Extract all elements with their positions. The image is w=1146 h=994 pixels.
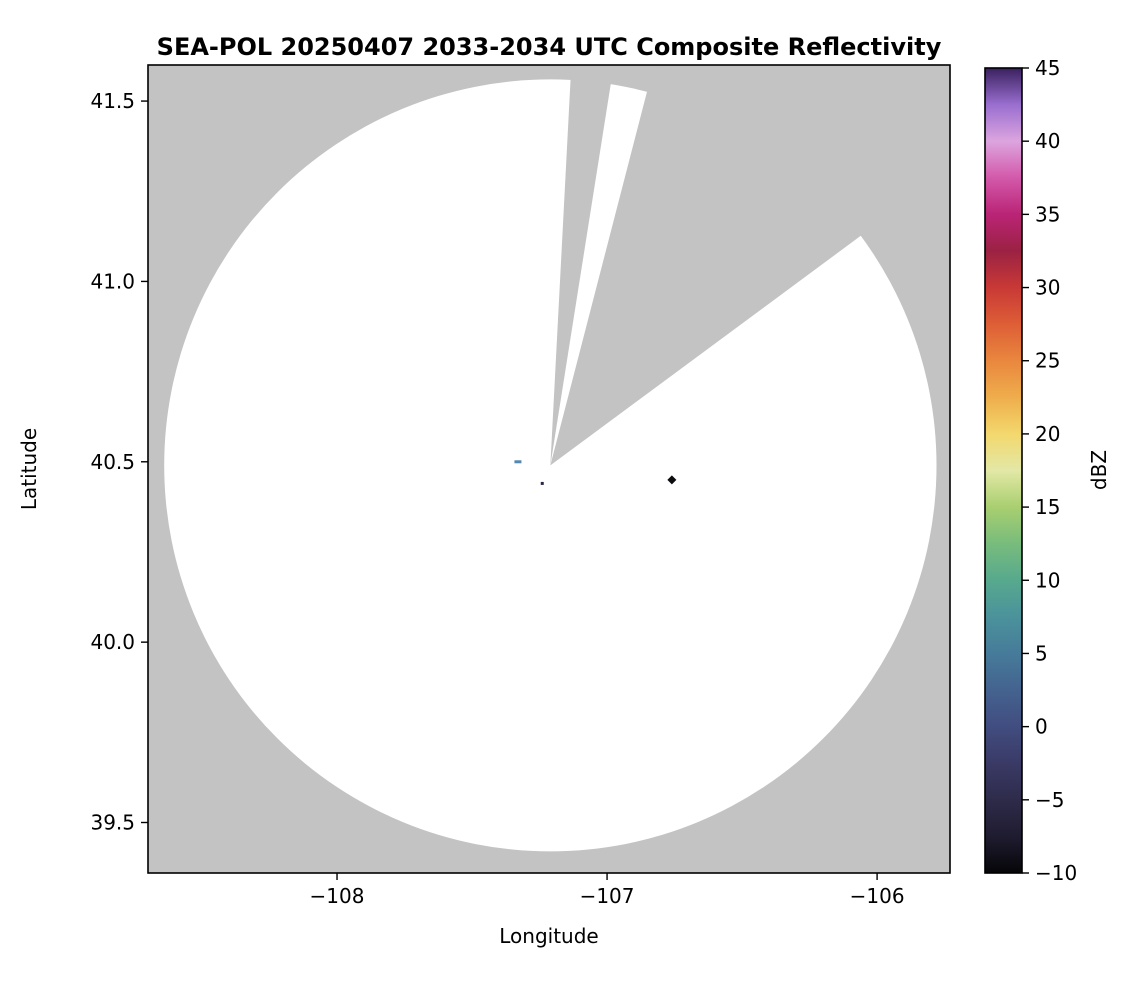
y-tick-label: 41.0 [90,269,135,293]
y-tick-label: 39.5 [90,811,135,835]
y-tick-label: 41.5 [90,89,135,113]
colorbar-tick-label: −5 [1035,788,1064,812]
echo-pixel [514,460,522,464]
colorbar: 45 40 35 30 25 20 15 10 5 0 −5 −10 [984,56,1077,885]
plot-border [147,64,951,874]
colorbar-tick-label: 0 [1035,715,1048,739]
colorbar-gradient [984,67,1023,874]
y-tick-label: 40.0 [90,630,135,654]
echo-pixel [540,481,544,485]
x-tick-label: −106 [850,884,905,908]
map-layer [147,64,951,874]
colorbar-tick-label: 30 [1035,276,1060,300]
colorbar-tick-label: 40 [1035,129,1060,153]
y-axis: 39.5 40.0 40.5 41.0 41.5 [90,89,148,835]
colorbar-tick-label: 45 [1035,56,1060,80]
colorbar-tick-label: 15 [1035,495,1060,519]
colorbar-label: dBZ [1087,450,1111,490]
x-axis: −108 −107 −106 [310,873,905,908]
y-axis-label: Latitude [17,428,41,510]
blocked-sector [550,66,882,466]
colorbar-tick-label: 25 [1035,349,1060,373]
x-axis-label: Longitude [499,924,598,948]
echo-pixel [667,475,677,485]
chart-title: SEA-POL 20250407 2033-2034 UTC Composite… [157,33,942,61]
y-tick-label: 40.5 [90,450,135,474]
x-tick-label: −108 [310,884,365,908]
colorbar-tick-label: 10 [1035,568,1060,592]
colorbar-tick-label: 5 [1035,641,1048,665]
blocked-sector [550,65,614,466]
colorbar-tick-label: −10 [1035,861,1077,885]
colorbar-tick-label: 35 [1035,202,1060,226]
x-tick-label: −107 [580,884,635,908]
colorbar-tick-label: 20 [1035,422,1060,446]
